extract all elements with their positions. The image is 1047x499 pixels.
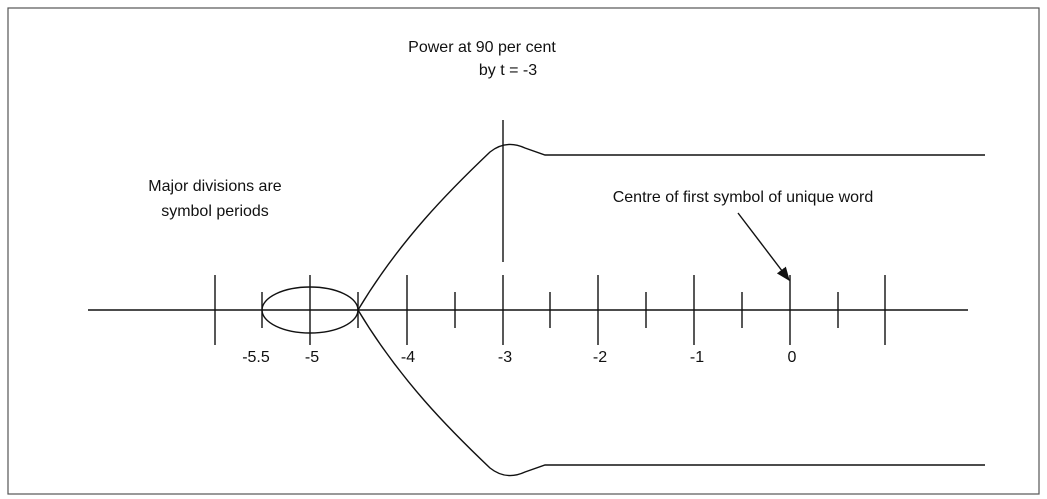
axis-label: -5 <box>305 349 319 366</box>
frame <box>7 7 1040 495</box>
axis-label: -5.5 <box>242 349 270 366</box>
annotation: Power at 90 per cent <box>408 39 556 56</box>
axis-label: -4 <box>401 349 415 366</box>
axis-label: -3 <box>498 349 512 366</box>
axis-label: 0 <box>788 349 797 366</box>
lower-envelope <box>357 309 985 477</box>
ticks <box>214 275 886 345</box>
annotation: symbol periods <box>161 203 269 220</box>
annotation: Major divisions are <box>148 178 281 195</box>
axis-label: -1 <box>690 349 704 366</box>
annotation: Centre of first symbol of unique word <box>613 189 874 206</box>
annotation: by t = -3 <box>479 62 537 79</box>
arrow <box>737 212 790 282</box>
upper-envelope <box>357 143 985 311</box>
axis-label: -2 <box>593 349 607 366</box>
